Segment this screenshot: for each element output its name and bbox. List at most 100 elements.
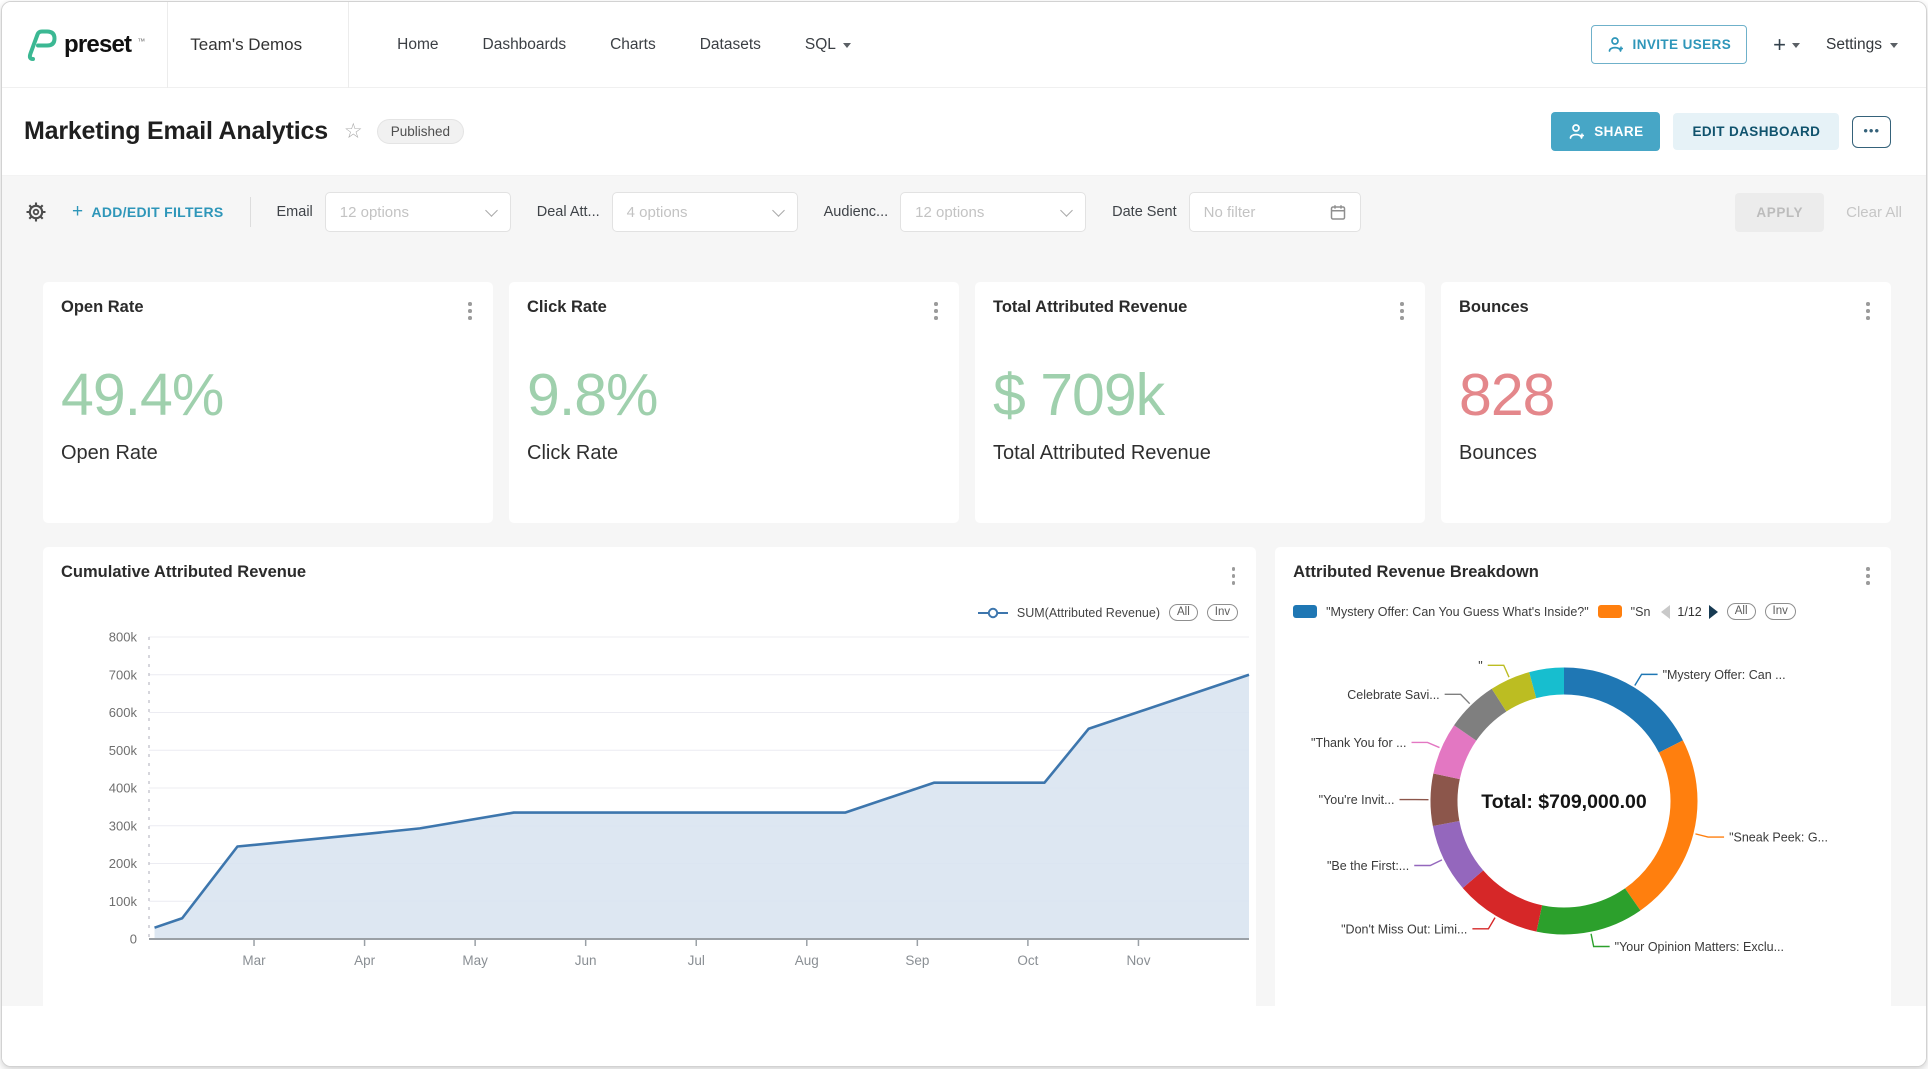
legend-all-button[interactable]: All: [1727, 603, 1756, 620]
chevron-down-icon: [1060, 204, 1073, 217]
legend-all-button[interactable]: All: [1169, 604, 1198, 621]
svg-text:"You're Invit...: "You're Invit...: [1319, 793, 1395, 807]
svg-text:100k: 100k: [109, 894, 138, 909]
kpi-card-total-attributed-revenue: Total Attributed Revenue $ 709k Total At…: [975, 282, 1425, 523]
legend-page-indicator: 1/12: [1677, 605, 1701, 619]
kpi-card-click-rate: Click Rate 9.8% Click Rate: [509, 282, 959, 523]
trademark: ™: [137, 37, 145, 46]
svg-text:Jul: Jul: [688, 953, 705, 968]
kebab-menu-icon[interactable]: [931, 298, 941, 324]
filter-value: No filter: [1204, 204, 1256, 221]
kpi-card-open-rate: Open Rate 49.4% Open Rate: [43, 282, 493, 523]
deal-filter-select[interactable]: 4 options: [612, 192, 798, 232]
kpi-row: Open Rate 49.4% Open Rate Click Rate 9.8…: [43, 282, 1891, 523]
favorite-star-icon[interactable]: ☆: [344, 119, 363, 144]
legend-swatch[interactable]: [1293, 605, 1317, 618]
filter-group-email: Email 12 options: [277, 192, 511, 232]
workspace-name[interactable]: Team's Demos: [168, 2, 348, 88]
kpi-subtitle: Open Rate: [61, 442, 475, 465]
svg-text:800k: 800k: [109, 629, 138, 644]
kpi-card-bounces: Bounces 828 Bounces: [1441, 282, 1891, 523]
clear-all-button[interactable]: Clear All: [1846, 204, 1902, 221]
user-plus-icon: [1607, 36, 1624, 53]
share-button[interactable]: SHARE: [1551, 112, 1660, 151]
audience-filter-select[interactable]: 12 options: [900, 192, 1086, 232]
filter-divider: [250, 197, 251, 227]
svg-text:"Sneak Peek: G...: "Sneak Peek: G...: [1729, 830, 1828, 844]
line-series-icon: [978, 607, 1008, 619]
calendar-icon: [1330, 204, 1346, 221]
chevron-down-icon: [772, 204, 785, 217]
kpi-title: Bounces: [1459, 298, 1529, 317]
svg-text:Sep: Sep: [905, 953, 929, 968]
top-nav: preset ™ Team's Demos Home Dashboards Ch…: [2, 2, 1926, 88]
nav-item-home[interactable]: Home: [397, 36, 438, 54]
svg-text:"Your Opinion Matters: Exclu..: "Your Opinion Matters: Exclu...: [1615, 940, 1784, 954]
legend-prev-icon[interactable]: [1661, 605, 1670, 619]
svg-text:700k: 700k: [109, 667, 138, 682]
new-item-button[interactable]: +: [1773, 34, 1800, 56]
legend-inv-button[interactable]: Inv: [1207, 604, 1238, 621]
kebab-menu-icon[interactable]: [1397, 298, 1407, 324]
kpi-value: 49.4%: [61, 366, 475, 425]
kpi-subtitle: Bounces: [1459, 442, 1873, 465]
kebab-menu-icon[interactable]: [465, 298, 475, 324]
kpi-title: Click Rate: [527, 298, 607, 317]
filter-group-audience: Audienc... 12 options: [824, 192, 1087, 232]
svg-text:Oct: Oct: [1017, 953, 1038, 968]
cumulative-revenue-chart-card: Cumulative Attributed Revenue SUM(Attrib…: [43, 547, 1256, 1006]
legend-item-label[interactable]: "Sn: [1631, 605, 1651, 619]
chart-title: Cumulative Attributed Revenue: [61, 563, 306, 582]
svg-text:"Don't Miss Out: Limi...: "Don't Miss Out: Limi...: [1341, 922, 1467, 936]
kebab-menu-icon[interactable]: [1863, 298, 1873, 324]
dashboard-header: Marketing Email Analytics ☆ Published SH…: [2, 88, 1926, 176]
svg-text:Total: $709,000.00: Total: $709,000.00: [1481, 791, 1647, 813]
legend-item-label[interactable]: "Mystery Offer: Can You Guess What's Ins…: [1326, 605, 1589, 619]
legend-pagination: 1/12: [1661, 605, 1717, 619]
kpi-value: 9.8%: [527, 366, 941, 425]
settings-label: Settings: [1826, 36, 1882, 54]
chevron-down-icon: [1792, 43, 1800, 48]
brand-name: preset: [64, 31, 131, 59]
gear-icon[interactable]: [24, 200, 48, 224]
kpi-subtitle: Click Rate: [527, 442, 941, 465]
more-actions-button[interactable]: •••: [1852, 116, 1891, 148]
email-filter-select[interactable]: 12 options: [325, 192, 511, 232]
kebab-menu-icon[interactable]: [1863, 563, 1873, 589]
add-edit-filters-button[interactable]: + ADD/EDIT FILTERS: [72, 201, 224, 223]
svg-text:"Mystery Offer: Can ...: "Mystery Offer: Can ...: [1663, 668, 1786, 682]
svg-text:0: 0: [130, 931, 137, 946]
kpi-title: Total Attributed Revenue: [993, 298, 1187, 317]
invite-users-button[interactable]: INVITE USERS: [1591, 25, 1748, 64]
kpi-value: 828: [1459, 366, 1873, 425]
edit-dashboard-button[interactable]: EDIT DASHBOARD: [1673, 113, 1839, 150]
header-actions: SHARE EDIT DASHBOARD •••: [1551, 112, 1891, 151]
settings-menu[interactable]: Settings: [1826, 36, 1898, 54]
dashboard-content: Open Rate 49.4% Open Rate Click Rate 9.8…: [2, 248, 1926, 1006]
filter-label: Date Sent: [1112, 204, 1177, 220]
legend-series-label[interactable]: SUM(Attributed Revenue): [1017, 606, 1160, 620]
filter-group-deal: Deal Att... 4 options: [537, 192, 798, 232]
svg-text:"Thank You for ...: "Thank You for ...: [1311, 736, 1406, 750]
apply-button[interactable]: APPLY: [1735, 193, 1824, 232]
kebab-menu-icon[interactable]: [1229, 563, 1239, 589]
legend-next-icon[interactable]: [1709, 605, 1718, 619]
svg-text:600k: 600k: [109, 705, 138, 720]
nav-item-sql[interactable]: SQL: [805, 36, 851, 54]
legend-inv-button[interactable]: Inv: [1765, 603, 1796, 620]
invite-users-label: INVITE USERS: [1633, 37, 1732, 52]
kpi-subtitle: Total Attributed Revenue: [993, 442, 1407, 465]
chevron-down-icon: [843, 43, 851, 48]
nav-right: INVITE USERS + Settings: [1591, 25, 1898, 64]
svg-text:500k: 500k: [109, 743, 138, 758]
svg-text:May: May: [462, 953, 488, 968]
date-sent-filter-input[interactable]: No filter: [1189, 192, 1361, 232]
nav-item-datasets[interactable]: Datasets: [700, 36, 761, 54]
preset-logo[interactable]: preset ™: [24, 27, 167, 63]
revenue-breakdown-donut-chart: "Mystery Offer: Can ... "Sneak Peek: G...…: [1293, 623, 1866, 985]
nav-item-charts[interactable]: Charts: [610, 36, 656, 54]
nav-item-dashboards[interactable]: Dashboards: [483, 36, 567, 54]
filter-label: Deal Att...: [537, 204, 600, 220]
legend-swatch[interactable]: [1598, 605, 1622, 618]
svg-text:300k: 300k: [109, 818, 138, 833]
